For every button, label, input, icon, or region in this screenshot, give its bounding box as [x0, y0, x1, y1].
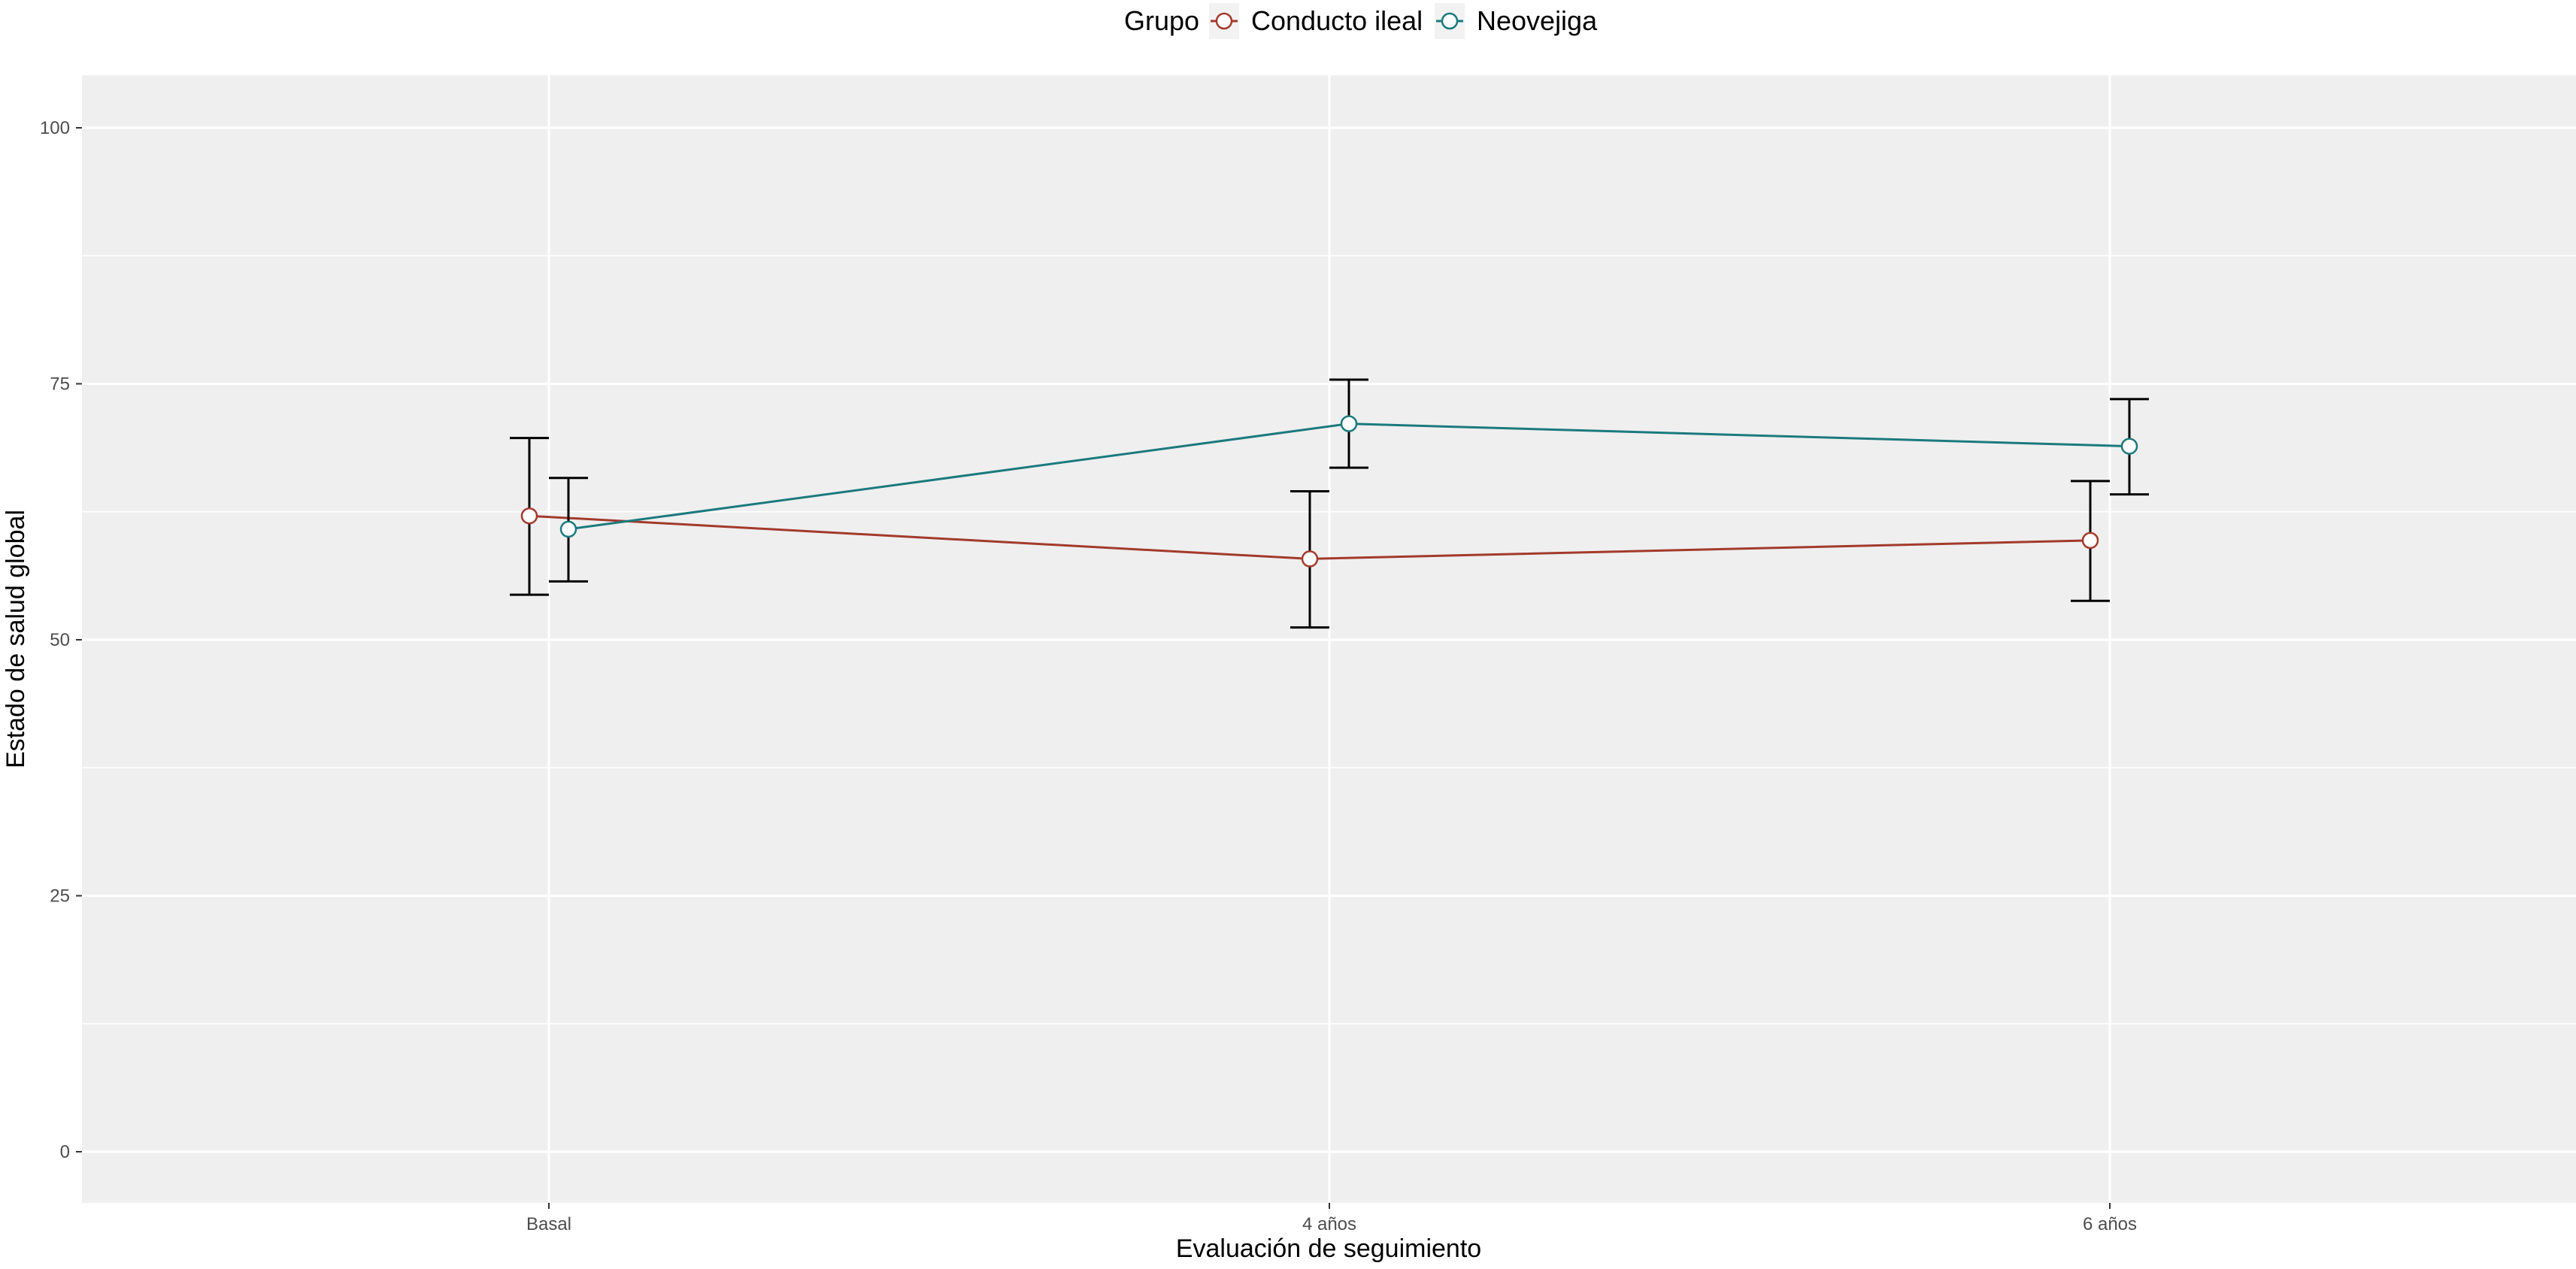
x-tick-label: 4 años — [1302, 1214, 1356, 1234]
y-tick-label: 0 — [60, 1142, 70, 1162]
data-point — [559, 520, 577, 538]
y-tick-label: 25 — [50, 886, 70, 907]
y-tick-label: 50 — [50, 630, 70, 650]
x-axis-label: Evaluación de seguimiento — [1176, 1234, 1481, 1263]
x-tick-label: Basal — [526, 1214, 571, 1234]
data-point — [1340, 415, 1358, 432]
y-axis-label: Estado de salud global — [2, 510, 30, 768]
data-point — [520, 507, 538, 525]
data-point — [1301, 550, 1319, 568]
legend-label: Neovejiga — [1477, 5, 1598, 36]
data-point — [2120, 438, 2138, 455]
legend-key-point — [1441, 12, 1459, 30]
y-tick-label: 75 — [50, 374, 70, 395]
x-tick-label: 6 años — [2083, 1214, 2137, 1234]
y-tick-label: 100 — [40, 118, 70, 138]
legend-key-point — [1215, 12, 1233, 30]
data-point — [2081, 532, 2099, 550]
legend: Grupo Conducto ileal Neovejiga — [1124, 3, 1598, 39]
legend-label: Conducto ileal — [1251, 5, 1423, 36]
legend-title: Grupo — [1124, 5, 1199, 36]
